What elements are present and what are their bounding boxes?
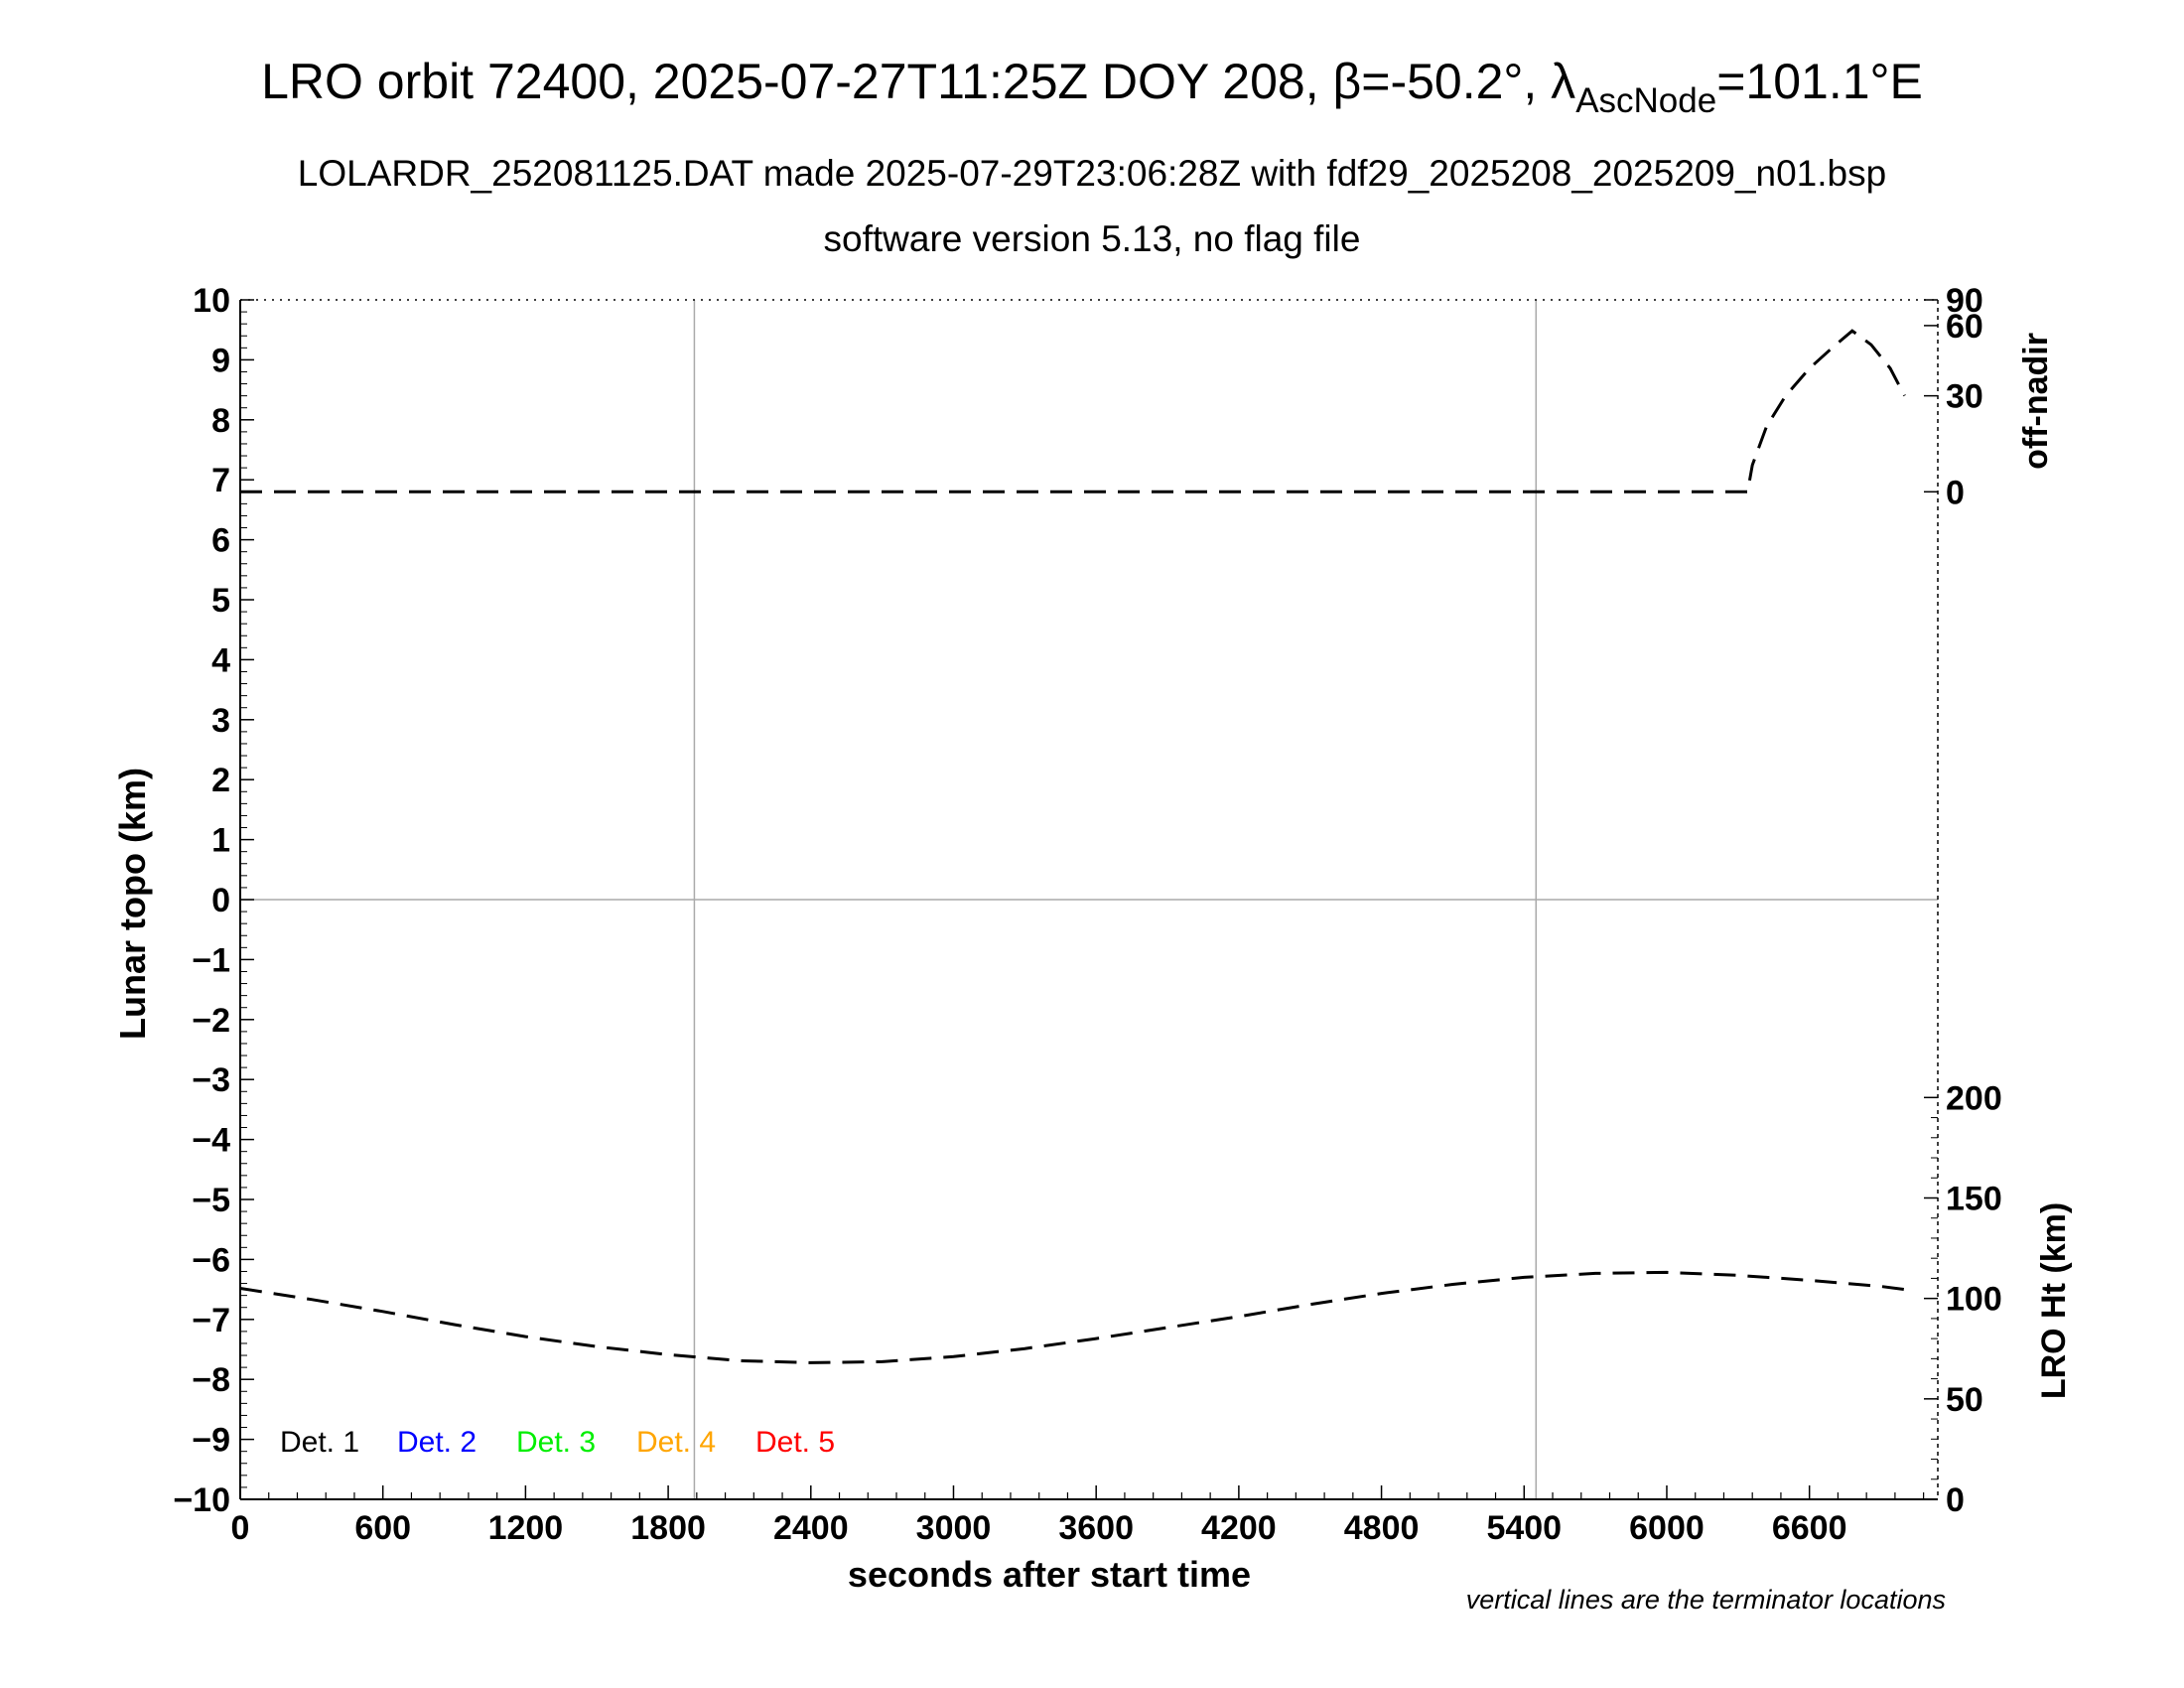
title-main: LRO orbit 72400, 2025-07-27T11:25Z DOY 2…	[261, 54, 1576, 109]
y-tick-label: 5	[211, 582, 230, 620]
x-tick-label: 6000	[1629, 1509, 1705, 1547]
title-end: =101.1°E	[1716, 54, 1923, 109]
off-nadir-tick-label: 60	[1946, 308, 1983, 346]
legend-item: Det. 5	[755, 1426, 835, 1459]
y-tick-label: −8	[192, 1361, 230, 1399]
legend-item: Det. 2	[397, 1426, 477, 1459]
legend-item: Det. 3	[516, 1426, 596, 1459]
lro-ht-tick-label: 200	[1946, 1079, 2002, 1117]
title-subscript: AscNode	[1575, 81, 1717, 120]
x-tick-label: 4800	[1344, 1509, 1420, 1547]
right-axis-label-lro-ht: LRO Ht (km)	[2035, 1202, 2073, 1399]
y-tick-label: −5	[192, 1182, 230, 1219]
lro-ht-tick-label: 100	[1946, 1281, 2002, 1319]
y-tick-label: −7	[192, 1302, 230, 1339]
x-axis-label: seconds after start time	[848, 1554, 1251, 1595]
y-tick-label: −6	[192, 1241, 230, 1279]
y-tick-label: −9	[192, 1422, 230, 1460]
series-layer	[239, 329, 1906, 1364]
off-nadir-tick-label: 0	[1946, 474, 1965, 511]
x-tick-label: 3600	[1058, 1509, 1134, 1547]
x-tick-label: 5400	[1486, 1509, 1562, 1547]
x-tick-label: 6600	[1772, 1509, 1847, 1547]
y-tick-label: −3	[192, 1061, 230, 1099]
x-tick-label: 600	[354, 1509, 411, 1547]
y-tick-label: 1	[211, 822, 230, 860]
legend-item: Det. 4	[636, 1426, 716, 1459]
y-tick-label: 7	[211, 462, 230, 499]
y-tick-label: −10	[173, 1481, 230, 1519]
off-nadir-tick-label: 90	[1946, 282, 1983, 320]
x-tick-label: 1200	[488, 1509, 564, 1547]
x-tick-label: 3000	[916, 1509, 992, 1547]
x-tick-label: 4200	[1201, 1509, 1277, 1547]
grid-lines	[239, 300, 1938, 1500]
series-line-lro-ht	[239, 1270, 1905, 1364]
x-axis: 0 600 1200 1800 2400 3000 3600 4200 4800 5400 6000…	[231, 1485, 1925, 1547]
y-tick-label: 10	[193, 282, 230, 320]
lro-ht-tick-label: 50	[1946, 1381, 1983, 1419]
x-tick-label: 0	[231, 1509, 250, 1547]
y-tick-label: 6	[211, 522, 230, 560]
chart-title: LRO orbit 72400, 2025-07-27T11:25Z DOY 2…	[0, 52, 2184, 131]
y-tick-label: 4	[211, 641, 230, 679]
legend: Det. 1 Det. 2 Det. 3 Det. 4 Det. 5	[280, 1426, 835, 1459]
off-nadir-tick-label: 30	[1946, 378, 1983, 416]
lro-ht-tick-label: 0	[1946, 1481, 1965, 1519]
right-axis-label-off-nadir: off-nadir	[2017, 333, 2055, 470]
y-tick-label: −2	[192, 1002, 230, 1040]
x-tick-label: 1800	[630, 1509, 706, 1547]
y-tick-label: 0	[211, 882, 230, 919]
series-line-off-nadir	[240, 329, 1906, 493]
y-axis-label: Lunar topo (km)	[112, 768, 153, 1040]
y-tick-label: 3	[211, 702, 230, 740]
chart-subtitle: LOLARDR_252081125.DAT made 2025-07-29T23…	[297, 153, 1887, 194]
chart-subtitle-version: software version 5.13, no flag file	[823, 218, 1361, 259]
y-tick-label: −1	[192, 941, 230, 979]
terminator-note: vertical lines are the terminator locati…	[1466, 1585, 1946, 1615]
y-tick-label: 8	[211, 402, 230, 440]
lro-ht-tick-label: 150	[1946, 1180, 2002, 1217]
x-tick-label: 2400	[773, 1509, 849, 1547]
legend-item: Det. 1	[280, 1426, 359, 1459]
y-tick-label: 2	[211, 762, 230, 799]
y-tick-label: −4	[192, 1122, 230, 1160]
y-tick-label: 9	[211, 342, 230, 379]
